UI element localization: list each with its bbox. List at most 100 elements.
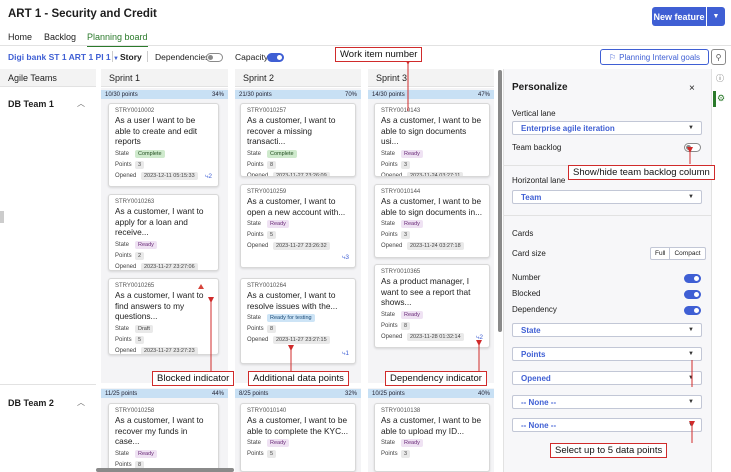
tab-home[interactable]: Home — [8, 32, 33, 42]
story-card[interactable]: STRY0010365 As a product manager, I want … — [374, 264, 490, 348]
team-backlog-label: Team backlog — [512, 143, 562, 152]
card-number[interactable]: STRY0010264 — [247, 283, 287, 289]
story-card[interactable]: STRY0010257 As a customer, I want to reco… — [240, 103, 356, 177]
card-field-points: Points 3 — [381, 160, 483, 169]
card-field-state: State Ready — [247, 439, 349, 447]
tab-planning-board[interactable]: Planning board — [87, 32, 148, 47]
data-point-select-1[interactable]: State ▼ — [512, 323, 702, 337]
capacity-label: Capacity — [235, 52, 269, 62]
callout-work-item-number: Work item number — [335, 47, 423, 62]
card-number[interactable]: STRY0010144 — [381, 189, 421, 195]
points-badge: 8 — [401, 321, 411, 330]
new-feature-dropdown-button[interactable]: ▼ — [707, 7, 725, 26]
card-number[interactable]: STRY0010263 — [115, 199, 155, 205]
card-field-points: Points 8 — [247, 325, 349, 333]
planning-interval-goals-button[interactable]: ⚐ Planning Interval goals — [600, 49, 709, 65]
callout-blocked-indicator: Blocked indicator — [152, 371, 235, 386]
filter-button[interactable]: ⚲ — [711, 49, 726, 65]
blocked-toggle[interactable] — [684, 290, 701, 299]
vertical-lane-select[interactable]: Enterprise agile iteration ▼ — [512, 121, 702, 135]
dependency-toggle[interactable] — [684, 306, 701, 315]
card-size-compact[interactable]: Compact — [669, 248, 704, 259]
card-number[interactable]: STRY0010138 — [381, 408, 421, 414]
data-point-select-2[interactable]: Points ▼ — [512, 347, 702, 361]
card-field-state: State Draft — [115, 324, 212, 333]
opened-badge: 2023-11-28 01:32:14 — [407, 332, 464, 341]
sprint-2-header: Sprint 2 — [235, 69, 361, 87]
card-field-state: State Ready — [381, 220, 483, 228]
card-size-full[interactable]: Full — [655, 250, 666, 257]
story-card[interactable]: STRY0010265 As a customer, I want to find… — [108, 278, 219, 355]
card-field-opened: Opened 2023-11-27 23:27:15 — [247, 336, 349, 344]
sprint-1-header: Sprint 1 — [101, 69, 228, 87]
capacity-toggle[interactable] — [267, 53, 284, 62]
story-card[interactable]: STRY0010259 As a customer, I want to open… — [240, 184, 356, 268]
card-number[interactable]: STRY0010265 — [115, 283, 155, 289]
collapse-handle[interactable] — [0, 211, 4, 223]
state-badge: Ready — [401, 310, 423, 319]
divider — [0, 384, 96, 385]
blocked-label: Blocked — [512, 289, 541, 298]
dependency-indicator[interactable]: ⤷1 — [341, 350, 349, 357]
card-field-points: Points 5 — [247, 450, 349, 458]
chevron-down-icon: ▼ — [712, 13, 720, 20]
card-field-opened: Opened 2023-12-11 05:15:33 — [115, 171, 212, 180]
dependency-indicator[interactable]: ⤷2 — [475, 334, 483, 341]
tab-backlog[interactable]: Backlog — [44, 32, 77, 42]
close-icon[interactable]: × — [689, 83, 695, 94]
card-size-segmented-control[interactable]: Full Compact — [650, 247, 706, 260]
story-card[interactable]: STRY0010144 As a customer, I want to be a… — [374, 184, 490, 258]
card-number[interactable]: STRY0010258 — [115, 408, 155, 414]
new-feature-button[interactable]: New feature — [652, 7, 706, 26]
state-badge: Ready — [267, 220, 289, 228]
points-badge: 2 — [135, 251, 145, 260]
number-toggle[interactable] — [684, 274, 701, 283]
separator — [112, 51, 113, 62]
story-card[interactable]: STRY0010138 As a customer, I want to be a… — [374, 403, 490, 472]
card-number[interactable]: STRY0010365 — [381, 269, 421, 275]
pi-selector[interactable]: Digi bank ST 1 ART 1 PI 1 ▼ — [8, 52, 119, 62]
settings-icon[interactable]: ⚙ — [717, 93, 726, 103]
cards-label: Cards — [512, 229, 534, 238]
points-badge: 5 — [267, 450, 277, 458]
info-icon[interactable]: ⓘ — [716, 74, 724, 83]
card-field-opened: Opened 2023-11-27 23:27:23 — [115, 346, 212, 354]
capacity-bar: 21/30 points 70% — [235, 90, 361, 99]
card-size-label: Card size — [512, 249, 546, 258]
card-number[interactable]: STRY0010140 — [247, 408, 287, 414]
opened-badge: 2023-11-27 23:27:06 — [141, 262, 198, 270]
opened-badge: 2023-11-27 23:26:09 — [273, 171, 330, 176]
story-card[interactable]: STRY0010002 As a user I want to be able t… — [108, 103, 219, 187]
points-badge: 5 — [135, 335, 145, 344]
chevron-up-icon[interactable]: ︿ — [77, 398, 85, 407]
data-point-select-4[interactable]: -- None -- ▼ — [512, 395, 702, 409]
horizontal-lane-label: Horizontal lane — [512, 176, 566, 185]
story-card[interactable]: STRY0010264 As a customer, I want to reso… — [240, 278, 356, 364]
story-card[interactable]: STRY0010258 As a customer, I want to reco… — [108, 403, 219, 472]
horizontal-scrollbar[interactable] — [96, 468, 234, 472]
card-field-state: State Ready — [247, 220, 349, 228]
callout-additional-data-points: Additional data points — [248, 371, 349, 386]
horizontal-lane-select[interactable]: Team ▼ — [512, 190, 702, 204]
chevron-down-icon: ▼ — [688, 125, 694, 131]
dependency-indicator[interactable]: ⤷2 — [204, 173, 212, 180]
story-card[interactable]: STRY0010263 As a customer, I want to appl… — [108, 194, 219, 271]
data-point-select-5[interactable]: -- None -- ▼ — [512, 418, 702, 432]
vertical-scrollbar[interactable] — [498, 70, 502, 332]
card-title: As a product manager, I want to see a re… — [381, 276, 471, 307]
card-number[interactable]: STRY0010257 — [247, 108, 287, 114]
divider — [0, 45, 731, 46]
story-card[interactable]: STRY0010140 As a customer, I want to be a… — [240, 403, 356, 472]
card-field-state: State Ready — [381, 149, 483, 158]
card-number[interactable]: STRY0010002 — [115, 108, 155, 114]
dependency-indicator[interactable]: ⤷3 — [341, 254, 349, 261]
state-badge: Complete — [267, 149, 297, 158]
data-point-select-3[interactable]: Opened ▼ — [512, 371, 702, 385]
card-field-points: Points 5 — [247, 231, 349, 239]
chevron-up-icon[interactable]: ︿ — [77, 99, 85, 108]
card-number[interactable]: STRY0010259 — [247, 189, 287, 195]
card-number[interactable]: STRY0010143 — [381, 108, 421, 114]
story-card[interactable]: STRY0010143 As a customer, I want to be a… — [374, 103, 490, 177]
dependencies-toggle[interactable] — [206, 53, 223, 62]
